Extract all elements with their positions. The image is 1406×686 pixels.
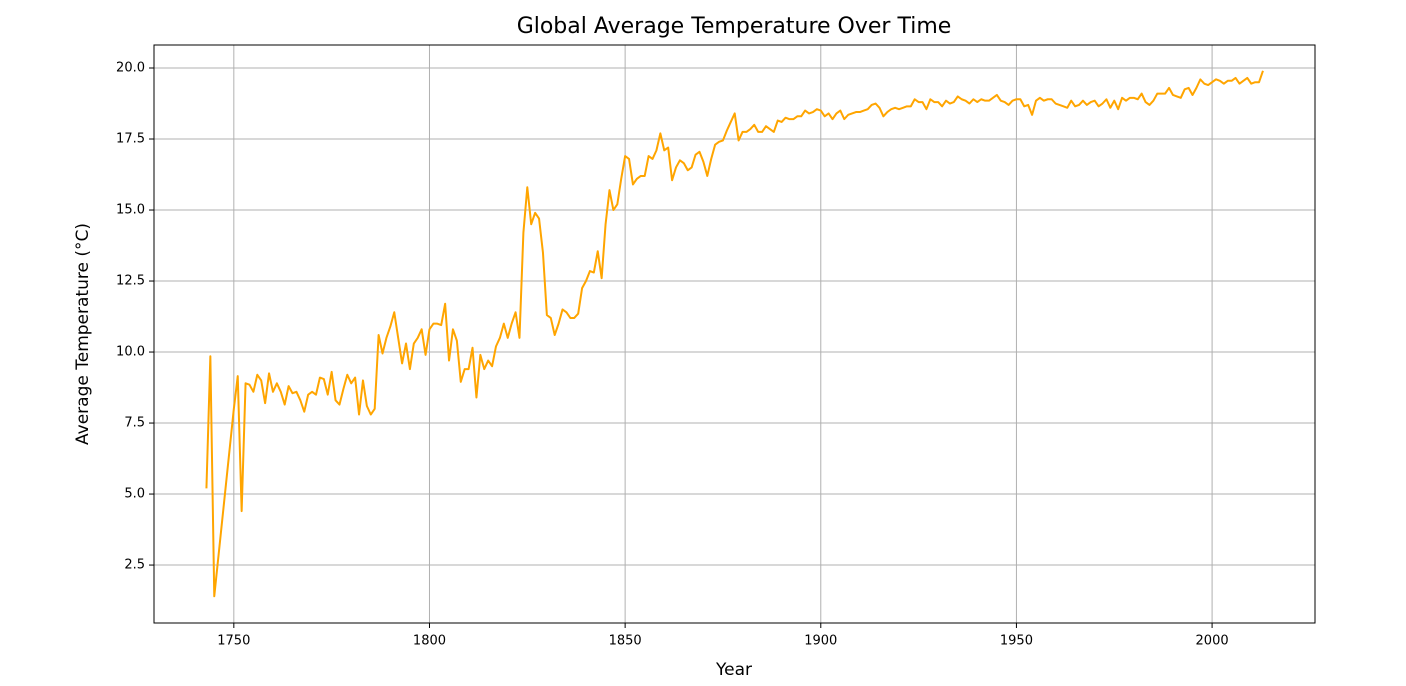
y-tick-label: 20.0 xyxy=(116,61,145,76)
x-tick-label: 2000 xyxy=(1196,634,1229,649)
plot-frame xyxy=(153,44,1316,624)
y-tick-label: 7.5 xyxy=(124,416,145,431)
y-tick-label: 5.0 xyxy=(124,487,145,502)
x-tick-label: 1950 xyxy=(1000,634,1033,649)
x-tick-label: 1800 xyxy=(413,634,446,649)
y-tick-label: 17.5 xyxy=(116,132,145,147)
y-tick-label: 2.5 xyxy=(124,558,145,573)
y-axis-label: Average Temperature (°C) xyxy=(73,223,93,445)
y-tick-label: 10.0 xyxy=(116,345,145,360)
chart-title: Global Average Temperature Over Time xyxy=(517,14,952,39)
x-tick-label: 1750 xyxy=(217,634,250,649)
y-tick-label: 12.5 xyxy=(116,274,145,289)
x-tick-label: 1850 xyxy=(609,634,642,649)
y-tick-label: 15.0 xyxy=(116,203,145,218)
data-line xyxy=(205,70,1264,598)
x-tick-label: 1900 xyxy=(804,634,837,649)
x-axis-label: Year xyxy=(715,660,752,680)
